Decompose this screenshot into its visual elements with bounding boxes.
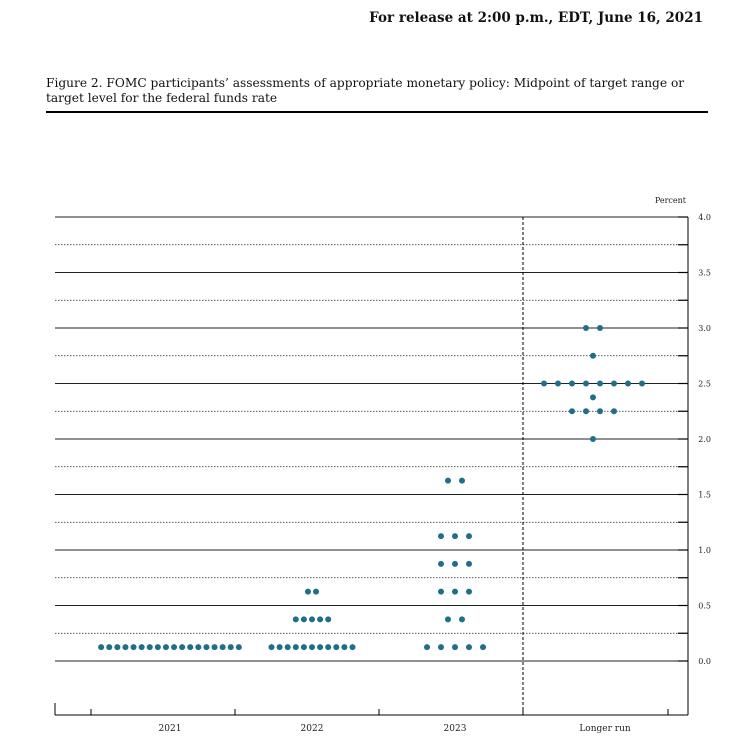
y-tick-label: 2.0: [698, 435, 711, 444]
dot: [466, 588, 472, 595]
dot: [179, 644, 186, 651]
dot: [235, 644, 242, 651]
dot: [424, 644, 430, 651]
dot: [541, 380, 547, 387]
dot: [292, 644, 299, 651]
dot: [639, 380, 645, 387]
dot: [445, 616, 451, 623]
y-axis-label: Percent: [655, 196, 687, 205]
dot: [154, 644, 161, 651]
dot: [268, 644, 275, 651]
dot: [438, 560, 444, 567]
dot: [466, 533, 472, 540]
dot: [146, 644, 153, 651]
dot: [138, 644, 145, 651]
dot: [309, 616, 315, 623]
dot: [98, 644, 105, 651]
dot-series: [98, 325, 645, 651]
dot: [438, 588, 444, 595]
dot: [569, 380, 575, 387]
y-tick-label: 1.5: [698, 491, 711, 500]
release-date: For release at 2:00 p.m., EDT, June 16, …: [369, 10, 703, 26]
dot: [452, 588, 458, 595]
y-tick-label: 1.0: [698, 546, 711, 555]
dot: [445, 477, 451, 484]
dot: [162, 644, 169, 651]
dot: [452, 644, 458, 651]
dot: [583, 408, 589, 415]
dot: [611, 380, 617, 387]
dot: [597, 380, 603, 387]
dot: [122, 644, 129, 651]
y-tick-label: 3.5: [698, 269, 711, 278]
x-tick-label: Longer run: [579, 724, 631, 734]
dot: [130, 644, 137, 651]
dot: [583, 325, 589, 331]
y-tick-label: 3.0: [698, 324, 711, 333]
dot: [349, 644, 356, 651]
dot: [227, 644, 234, 651]
dot: [187, 644, 194, 651]
dot: [590, 352, 596, 359]
y-tick-label: 2.5: [698, 380, 711, 389]
dot: [114, 644, 121, 651]
dot: [313, 588, 320, 595]
x-tick-label: 2021: [159, 724, 182, 734]
dot: [583, 380, 589, 387]
y-tick-label: 0.5: [698, 602, 711, 611]
dot: [195, 644, 202, 651]
dot: [597, 408, 603, 415]
dot: [309, 644, 315, 651]
x-axis: 2021 2022 2023 Longer run: [54, 217, 688, 734]
caption-rule: [46, 111, 708, 113]
gridlines: [55, 216, 688, 662]
dot: [438, 644, 444, 651]
dot: [219, 644, 226, 651]
dot: [171, 644, 178, 651]
dot: [325, 644, 332, 651]
dot: [590, 436, 596, 442]
dot: [459, 616, 465, 623]
dot: [292, 616, 299, 623]
dot: [325, 616, 332, 623]
dot: [317, 616, 324, 623]
dot: [203, 644, 210, 651]
dot: [466, 560, 472, 567]
dot: [211, 644, 218, 651]
dot: [452, 533, 458, 540]
x-tick-label: 2022: [301, 724, 324, 734]
dot: [300, 644, 307, 651]
dot: [341, 644, 348, 651]
dot: [300, 616, 307, 623]
dot: [459, 477, 465, 484]
figure-caption: Figure 2. FOMC participants’ assessments…: [46, 76, 685, 105]
dot: [333, 644, 340, 651]
dot: [590, 394, 596, 401]
dot: [438, 533, 444, 540]
dot: [480, 644, 486, 651]
y-tick-label: 0.0: [698, 657, 711, 666]
dot: [611, 408, 617, 415]
dot: [276, 644, 283, 651]
dot: [284, 644, 291, 651]
dot: [569, 408, 575, 415]
dot: [452, 560, 458, 567]
dot: [304, 588, 311, 595]
dot: [466, 644, 472, 651]
dot: [555, 380, 561, 387]
dot: [317, 644, 324, 651]
x-tick-label: 2023: [444, 724, 467, 734]
y-axis: 0.0 0.5 1.0 1.5 2.0 2.5 3.0 3.5 4.0: [678, 213, 711, 715]
dot: [597, 325, 603, 331]
dot: [106, 644, 113, 651]
dot: [625, 380, 631, 387]
y-tick-label: 4.0: [698, 213, 711, 222]
